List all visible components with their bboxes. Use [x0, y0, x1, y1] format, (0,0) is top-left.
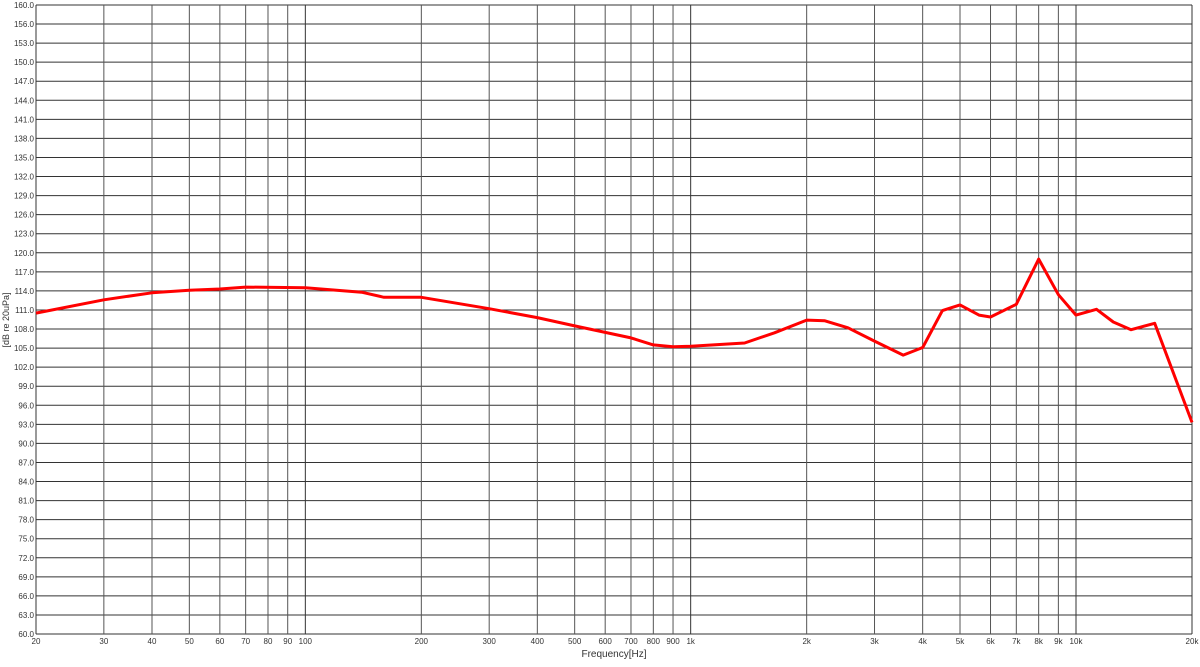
x-tick-label: 80: [264, 637, 273, 646]
y-tick-label: 108.0: [14, 325, 35, 334]
x-tick-label: 60: [215, 637, 224, 646]
y-tick-label: 105.0: [14, 344, 35, 353]
y-tick-label: 117.0: [15, 268, 35, 277]
y-tick-label: 81.0: [18, 497, 34, 506]
y-tick-label: 90.0: [18, 439, 34, 448]
y-tick-label: 120.0: [14, 249, 35, 258]
x-tick-label: 600: [599, 637, 613, 646]
y-tick-label: 96.0: [18, 401, 34, 410]
y-tick-label: 111.0: [15, 306, 34, 315]
x-tick-label: 10k: [1070, 637, 1084, 646]
x-tick-label: 40: [148, 637, 157, 646]
y-tick-label: 123.0: [14, 230, 35, 239]
x-tick-label: 100: [299, 637, 313, 646]
y-axis-label: [dB re 20uPa]: [1, 292, 11, 347]
x-tick-label: 2k: [802, 637, 811, 646]
y-tick-label: 75.0: [18, 535, 34, 544]
x-tick-label: 20k: [1186, 637, 1200, 646]
y-tick-label: 147.0: [14, 77, 35, 86]
y-tick-label: 87.0: [18, 458, 34, 467]
y-tick-label: 69.0: [18, 573, 34, 582]
series-layer: [36, 259, 1192, 422]
y-tick-label: 135.0: [14, 153, 35, 162]
x-tick-label: 90: [283, 637, 292, 646]
x-tick-labels: 20 30 40 50 60 70 80 90 100 200 300 400 500 600 700 800…: [32, 637, 1200, 646]
y-tick-label: 114.0: [15, 287, 35, 296]
x-tick-label: 9k: [1054, 637, 1063, 646]
x-tick-label: 50: [185, 637, 194, 646]
x-tick-label: 30: [99, 637, 108, 646]
y-tick-label: 93.0: [18, 420, 34, 429]
y-tick-label: 102.0: [14, 363, 35, 372]
y-tick-label: 150.0: [14, 58, 35, 67]
y-tick-label: 132.0: [14, 173, 35, 182]
y-tick-label: 63.0: [18, 611, 34, 620]
y-tick-label: 153.0: [14, 39, 35, 48]
x-tick-label: 70: [241, 637, 250, 646]
y-tick-label: 78.0: [18, 516, 34, 525]
x-tick-label: 500: [568, 637, 582, 646]
x-tick-label: 7k: [1012, 637, 1021, 646]
x-tick-label: 1k: [686, 637, 695, 646]
y-tick-label: 84.0: [18, 478, 34, 487]
x-tick-label: 5k: [956, 637, 965, 646]
y-tick-label: 72.0: [18, 554, 34, 563]
x-tick-label: 900: [666, 637, 680, 646]
y-tick-label: 144.0: [14, 96, 35, 105]
x-tick-label: 20: [32, 637, 41, 646]
y-tick-label: 156.0: [14, 20, 35, 29]
x-tick-label: 800: [647, 637, 661, 646]
x-tick-label: 6k: [986, 637, 995, 646]
y-tick-label: 160.0: [14, 1, 35, 10]
y-tick-label: 129.0: [14, 192, 35, 201]
x-tick-label: 200: [415, 637, 429, 646]
x-tick-label: 300: [483, 637, 497, 646]
x-tick-label: 700: [624, 637, 638, 646]
x-tick-label: 4k: [918, 637, 927, 646]
y-tick-label: 141.0: [14, 115, 35, 124]
y-tick-label: 138.0: [14, 134, 35, 143]
x-tick-label: 400: [531, 637, 545, 646]
y-tick-label: 66.0: [18, 592, 34, 601]
x-tick-label: 8k: [1034, 637, 1043, 646]
response-curve: [36, 259, 1192, 422]
y-tick-label: 126.0: [14, 211, 35, 220]
x-axis-label: Frequency[Hz]: [581, 649, 646, 660]
y-tick-label: 99.0: [18, 382, 34, 391]
grid: [36, 5, 1192, 634]
y-tick-labels: 60.063.066.069.072.075.078.081.084.087.0…: [14, 1, 35, 639]
x-tick-label: 3k: [870, 637, 879, 646]
